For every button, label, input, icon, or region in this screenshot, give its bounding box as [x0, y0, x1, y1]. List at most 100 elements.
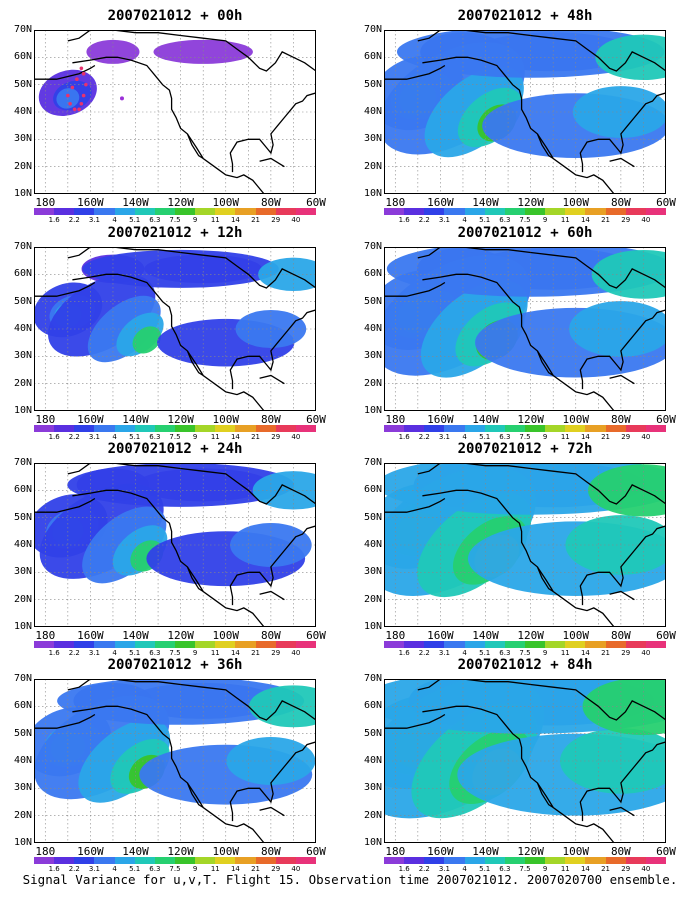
colorbar-swatch [275, 425, 296, 432]
colorbar-tick-label: 4 [462, 649, 467, 657]
longitude-label: 180 [35, 413, 56, 426]
latitude-label: 30N [13, 566, 32, 578]
colorbar-swatch [94, 208, 115, 215]
longitude-label: 160W [77, 629, 104, 642]
longitude-label: 160W [77, 845, 104, 858]
colorbar-tick-label: 11 [210, 433, 220, 441]
colorbar-tick-label: 21 [601, 216, 611, 224]
coastline [384, 497, 446, 513]
colorbar-tick-label: 11 [560, 216, 570, 224]
variance-map [384, 247, 666, 411]
colorbar-swatch [444, 641, 465, 648]
longitude-label: 80W [260, 629, 281, 642]
colorbar-swatch [34, 425, 55, 432]
coastline [530, 34, 666, 72]
colorbar-swatch [54, 425, 75, 432]
latitude-label: 10N [13, 621, 32, 632]
colorbar-tick-label: 29 [271, 649, 281, 657]
longitude-label: 60W [306, 413, 326, 426]
colorbar-swatch [74, 425, 95, 432]
latitude-label: 30N [363, 782, 382, 794]
variance-contour [132, 326, 162, 354]
colorbar-swatch [504, 208, 525, 215]
coastline [34, 64, 96, 80]
colorbar-swatch [134, 857, 155, 864]
colorbar-swatch [255, 208, 276, 215]
latitude-label: 50N [363, 78, 382, 90]
colorbar-tick-label: 6.3 [149, 216, 161, 224]
colorbar-tick-label: 3.1 [438, 649, 450, 657]
latitude-label: 60N [13, 268, 32, 280]
colorbar-tick-label: 1.6 [398, 216, 410, 224]
colorbar-swatch [114, 641, 135, 648]
colorbar-tick-label: 5.1 [479, 649, 491, 657]
colorbar-swatch [625, 857, 646, 864]
latitude-label: 40N [363, 323, 382, 334]
coastline [530, 683, 666, 721]
coastline [422, 273, 615, 411]
colorbar-tick-label: 1.6 [48, 649, 60, 657]
variance-contour [572, 86, 666, 138]
colorbar-swatch [255, 857, 276, 864]
colorbar-swatch [114, 208, 135, 215]
panel-title: 2007021012 + 72h [457, 441, 593, 457]
coastline [530, 467, 666, 505]
coastline [186, 782, 204, 809]
colorbar-swatch [235, 641, 256, 648]
variance-contour [588, 464, 666, 517]
coastline [72, 489, 265, 627]
colorbar-swatch [504, 425, 525, 432]
colorbar-swatch [295, 857, 316, 864]
latitude-label: 50N [13, 727, 32, 739]
variance-contour [153, 39, 253, 64]
colorbar-tick-label: 29 [621, 216, 631, 224]
coastline [609, 374, 635, 385]
latitude-label: 40N [13, 106, 32, 117]
colorbar-tick-label: 6.3 [149, 649, 161, 657]
variance-map [384, 463, 666, 627]
observation-point [84, 82, 88, 87]
colorbar-swatch [585, 857, 606, 864]
colorbar-tick-label: 5.1 [129, 649, 141, 657]
colorbar-swatch [404, 425, 425, 432]
colorbar-swatch [605, 425, 626, 432]
coastline [530, 251, 666, 289]
longitude-label: 100W [212, 196, 240, 209]
coastline [579, 525, 666, 606]
map-panel: 2007021012 + 36h 70N 60N 50N 40N 30N 20N 10N 180… [0, 657, 340, 873]
colorbar-swatch [94, 857, 115, 864]
colorbar-tick-label: 9 [542, 865, 548, 873]
colorbar-swatch [605, 641, 626, 648]
colorbar-tick-label: 29 [621, 649, 631, 657]
colorbar-swatch [404, 857, 425, 864]
colorbar-tick-label: 3.1 [438, 216, 450, 224]
colorbar-swatch [565, 857, 586, 864]
map-panel: 2007021012 + 24h 70N 60N 50N 40N 30N 20N 10N 180… [0, 441, 340, 657]
colorbar-tick-label: 11 [560, 649, 570, 657]
latitude-label: 20N [13, 809, 32, 821]
colorbar [384, 857, 666, 864]
colorbar-tick-label: 14 [230, 865, 240, 873]
coastline [180, 683, 316, 721]
coastline [422, 489, 615, 627]
latitude-label: 50N [13, 78, 32, 90]
coastline [536, 782, 554, 809]
latitude-label: 70N [363, 673, 382, 684]
colorbar-swatch [34, 641, 55, 648]
coastline [34, 713, 96, 729]
latitude-label: 60N [13, 51, 32, 63]
latitude-label: 10N [363, 405, 382, 416]
coastline [259, 590, 285, 601]
colorbar-swatch [195, 641, 216, 648]
longitude-label: 140W [472, 413, 499, 426]
colorbar-tick-label: 29 [621, 433, 631, 441]
colorbar-swatch [605, 208, 626, 215]
latitude-label: 40N [363, 539, 382, 550]
longitude-label: 160W [77, 413, 104, 426]
latitude-label: 60N [13, 700, 32, 712]
colorbar-tick-label: 40 [291, 216, 301, 224]
latitude-label: 10N [13, 837, 32, 848]
coastline [67, 463, 181, 475]
latitude-label: 40N [13, 755, 32, 766]
colorbar-swatch [54, 857, 75, 864]
